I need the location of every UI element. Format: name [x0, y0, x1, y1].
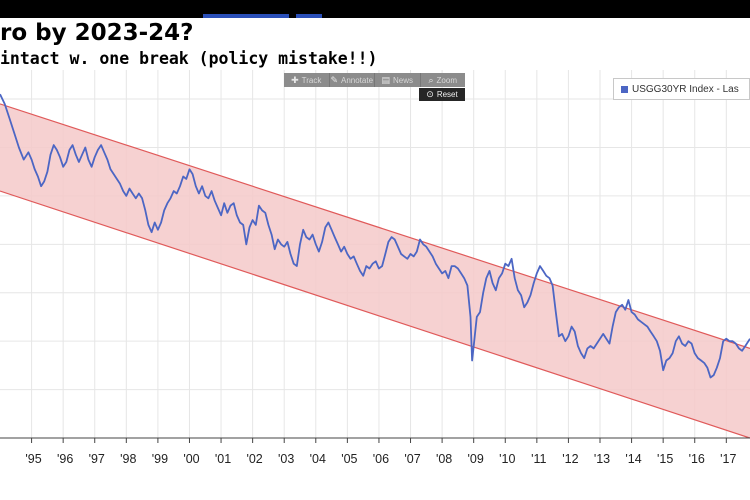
x-tick-label: '05: [341, 452, 357, 466]
x-tick-label: '15: [657, 452, 673, 466]
x-tick-label: '04: [310, 452, 326, 466]
x-tick-label: '11: [531, 452, 546, 466]
x-tick-label: '13: [594, 452, 610, 466]
x-tick-label: '01: [215, 452, 231, 466]
series-layer: [0, 93, 750, 379]
annotate-tool[interactable]: ✎ Annotate: [330, 73, 375, 87]
trend-channel: [0, 103, 750, 439]
x-tick-label: '98: [120, 452, 136, 466]
news-icon: ▤: [381, 74, 390, 85]
x-tick-label: '99: [152, 452, 168, 466]
x-tick-label: '12: [562, 452, 578, 466]
top-bar: [0, 0, 750, 18]
x-tick-label: '97: [89, 452, 105, 466]
x-tick-label: '02: [246, 452, 262, 466]
x-tick-label: '14: [625, 452, 641, 466]
chart-subtitle: intact w. one break (policy mistake!!): [0, 49, 378, 68]
legend[interactable]: USGG30YR Index - Las: [613, 78, 750, 100]
top-tab-active[interactable]: [203, 14, 289, 18]
chart-title: ro by 2023-24?: [0, 20, 194, 46]
x-tick-label: '00: [183, 452, 199, 466]
x-tick-label: '07: [404, 452, 420, 466]
x-tick-label: '16: [689, 452, 705, 466]
legend-label: USGG30YR Index - Las: [632, 83, 739, 95]
channel-lower-line: [0, 190, 750, 439]
x-tick-label: '96: [57, 452, 73, 466]
reset-label: Reset: [436, 90, 458, 99]
chart-toolbar: ✚ Track ✎ Annotate ▤ News ⌕ Zoom: [284, 73, 465, 87]
x-tick-label: '08: [436, 452, 452, 466]
news-tool[interactable]: ▤ News: [375, 73, 421, 87]
crosshair-icon: ✚: [291, 74, 299, 85]
channel-band: [0, 103, 750, 438]
track-label: Track: [301, 75, 322, 85]
legend-swatch: [621, 85, 628, 93]
x-tick-label: '06: [373, 452, 389, 466]
x-tick-label: '17: [720, 452, 736, 466]
track-tool[interactable]: ✚ Track: [284, 73, 330, 87]
annotate-label: Annotate: [341, 75, 374, 85]
zoom-tool[interactable]: ⌕ Zoom: [421, 73, 466, 87]
x-tick-label: '95: [25, 452, 41, 466]
reset-icon: ⊙: [426, 89, 434, 99]
x-tick-label: '03: [278, 452, 294, 466]
series-line: [0, 93, 750, 379]
x-axis: '95 '96 '97 '98 '99 '00 '01 '02 '03 '04 '05 '06 '07 '…: [0, 437, 750, 466]
x-tick-label: '10: [499, 452, 515, 466]
reset-button[interactable]: ⊙ Reset: [419, 88, 465, 101]
zoom-label: Zoom: [436, 75, 457, 85]
news-label: News: [393, 75, 414, 85]
x-tick-label: '09: [468, 452, 484, 466]
pencil-icon: ✎: [330, 74, 338, 85]
magnifier-icon: ⌕: [428, 74, 434, 85]
top-tab[interactable]: [296, 14, 322, 18]
